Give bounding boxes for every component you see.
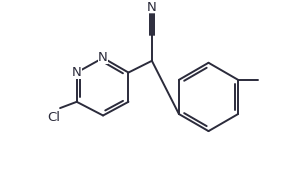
Text: Cl: Cl xyxy=(48,111,61,124)
Text: N: N xyxy=(147,1,157,14)
Text: N: N xyxy=(72,66,81,79)
Text: N: N xyxy=(98,51,108,64)
